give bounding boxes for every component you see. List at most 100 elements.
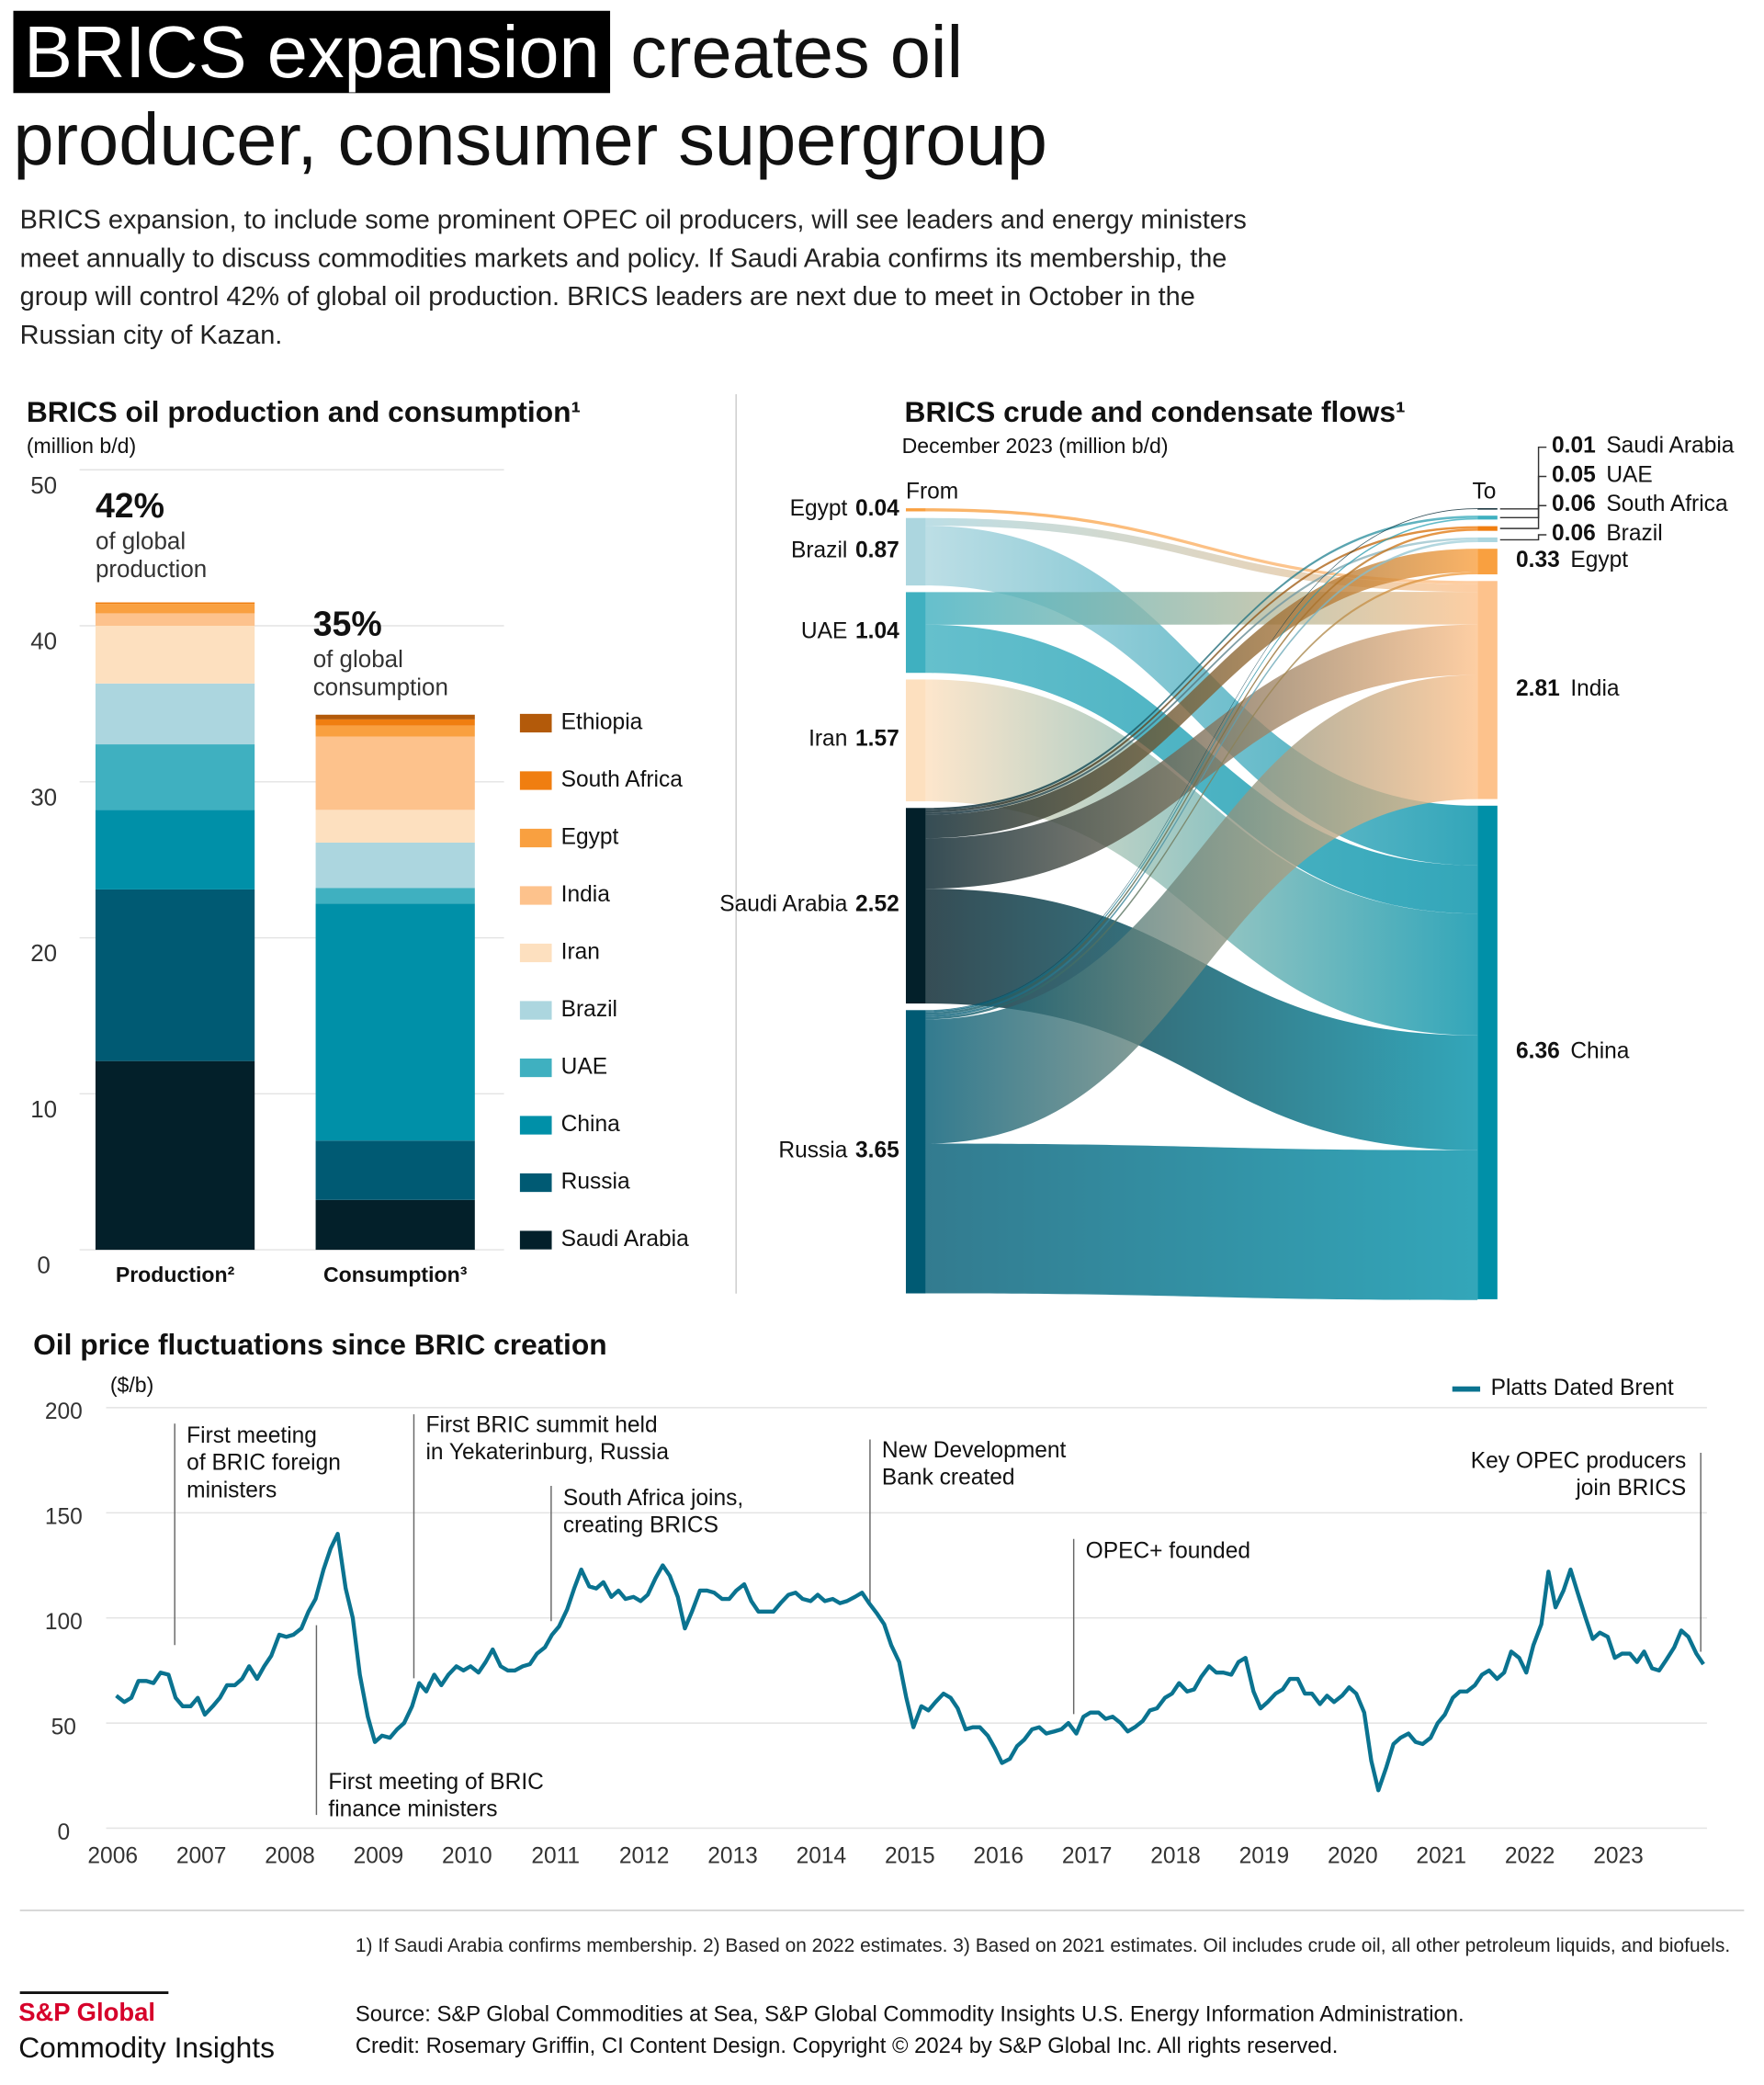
bar-segment — [315, 842, 475, 889]
bar-segment — [95, 602, 255, 605]
annotation-text: creating BRICS — [563, 1513, 718, 1538]
y-tick-label: 20 — [30, 939, 57, 967]
target-node — [1477, 516, 1498, 520]
target-name: China — [1570, 1039, 1629, 1064]
legend-swatch — [519, 1058, 552, 1078]
legend-swatch — [519, 1116, 552, 1135]
annotation-text: New Development — [882, 1438, 1067, 1463]
legend-label: Ethiopia — [561, 709, 643, 734]
x-tick-label: 2021 — [1416, 1844, 1466, 1869]
annotation-value: 35% — [313, 605, 382, 643]
source-name: Saudi Arabia — [719, 892, 847, 917]
leader-line — [1499, 504, 1547, 529]
source-name: Egypt — [790, 496, 848, 521]
target-node — [1477, 526, 1498, 531]
title-rest: creates oil producer, consumer supergrou… — [13, 10, 1047, 181]
flow-link — [925, 549, 1478, 839]
x-tick-label: 2009 — [354, 1844, 404, 1869]
bar-segment — [95, 626, 255, 684]
bar-segment — [95, 889, 255, 1061]
x-tick-label: 2018 — [1150, 1844, 1201, 1869]
legend-label: South Africa — [561, 767, 684, 792]
source-label: Iran 1.57 — [808, 727, 899, 752]
target-label: 0.06 Brazil — [1552, 521, 1663, 546]
flow-link — [925, 508, 1478, 1012]
bar-segment — [315, 1199, 475, 1251]
leader-line — [1499, 475, 1547, 519]
target-name: India — [1570, 676, 1620, 701]
target-label: 0.05 UAE — [1552, 463, 1653, 488]
flow-link — [925, 572, 1478, 1020]
bar-segment — [95, 1060, 255, 1251]
target-value: 6.36 — [1516, 1039, 1560, 1064]
x-tick-label: 2013 — [707, 1844, 758, 1869]
bar-segment — [95, 683, 255, 745]
bar-segment — [315, 888, 475, 904]
title: BRICS expansion creates oil producer, co… — [13, 8, 1233, 184]
target-value: 0.33 — [1516, 549, 1560, 573]
source-node — [905, 508, 926, 512]
source-node — [905, 679, 926, 802]
flow-link — [925, 592, 1478, 625]
target-value: 0.01 — [1552, 434, 1596, 459]
legend-label: Saudi Arabia — [561, 1227, 689, 1252]
chart-subtitle: December 2023 (million b/d) — [902, 434, 1169, 458]
flow-link — [925, 516, 1478, 810]
x-tick-label: 2016 — [973, 1844, 1023, 1869]
legend-swatch — [519, 713, 552, 733]
source-label: Saudi Arabia 2.52 — [719, 892, 899, 917]
bar-segment — [315, 1140, 475, 1200]
annotation-text: in Yekaterinburg, Russia — [425, 1440, 669, 1465]
source-value: 2.52 — [855, 892, 899, 917]
annotation-text: First BRIC summit held — [425, 1413, 657, 1438]
intro: BRICS expansion, to include some promine… — [19, 205, 1247, 351]
annotation-text: production — [96, 555, 207, 583]
x-tick-label: 2019 — [1239, 1844, 1290, 1869]
source-value: 0.87 — [855, 538, 899, 563]
chart-title: BRICS oil production and consumption¹ — [27, 395, 581, 428]
source-name: Brazil — [791, 538, 847, 563]
y-tick-label: 40 — [30, 628, 57, 655]
flow-link — [925, 674, 1478, 1144]
logo-bottom: Commodity Insights — [18, 2031, 275, 2064]
bar-segment — [95, 744, 255, 810]
target-node — [1477, 537, 1498, 542]
credit: Credit: Rosemary Griffin, CI Content Des… — [356, 2034, 1338, 2058]
bar-segment — [95, 613, 255, 627]
source-node — [905, 808, 926, 1004]
flow-link — [925, 517, 1478, 1013]
legend-swatch — [519, 1173, 552, 1193]
target-name: Saudi Arabia — [1606, 434, 1734, 459]
flow-link — [925, 517, 1478, 593]
source-label: Egypt 0.04 — [790, 496, 899, 521]
source-label: Russia 3.65 — [778, 1139, 899, 1163]
x-tick-label: 2012 — [619, 1844, 670, 1869]
chart-title: BRICS crude and condensate flows¹ — [905, 395, 1406, 428]
legend-label: Brazil — [561, 997, 617, 1022]
target-label: 6.36 China — [1516, 1039, 1630, 1064]
y-tick-label: 0 — [57, 1820, 70, 1845]
source-label: UAE 1.04 — [801, 619, 899, 644]
x-tick-label: 2017 — [1062, 1844, 1113, 1869]
x-tick-label: 2022 — [1505, 1844, 1555, 1869]
y-tick-label: 150 — [45, 1505, 83, 1530]
legend-swatch — [519, 828, 552, 848]
legend-swatch — [519, 771, 552, 790]
y-tick-label: 100 — [45, 1610, 83, 1635]
y-tick-label: 0 — [37, 1252, 50, 1279]
price-line — [115, 1532, 1705, 1793]
legend-label: India — [561, 882, 611, 907]
chart-subtitle: (million b/d) — [27, 434, 136, 458]
flow-link — [925, 508, 1478, 584]
flow-link — [925, 528, 1478, 1015]
target-label: 2.81 India — [1516, 676, 1620, 701]
source-node — [905, 592, 926, 674]
annotation-text: join BRICS — [1575, 1476, 1686, 1501]
annotation-text: of global — [313, 645, 403, 673]
target-node — [1477, 508, 1498, 510]
from-heading: From — [906, 479, 958, 504]
legend-label: China — [561, 1112, 620, 1137]
flow-link — [925, 539, 1478, 1017]
legend-swatch — [519, 1001, 552, 1020]
